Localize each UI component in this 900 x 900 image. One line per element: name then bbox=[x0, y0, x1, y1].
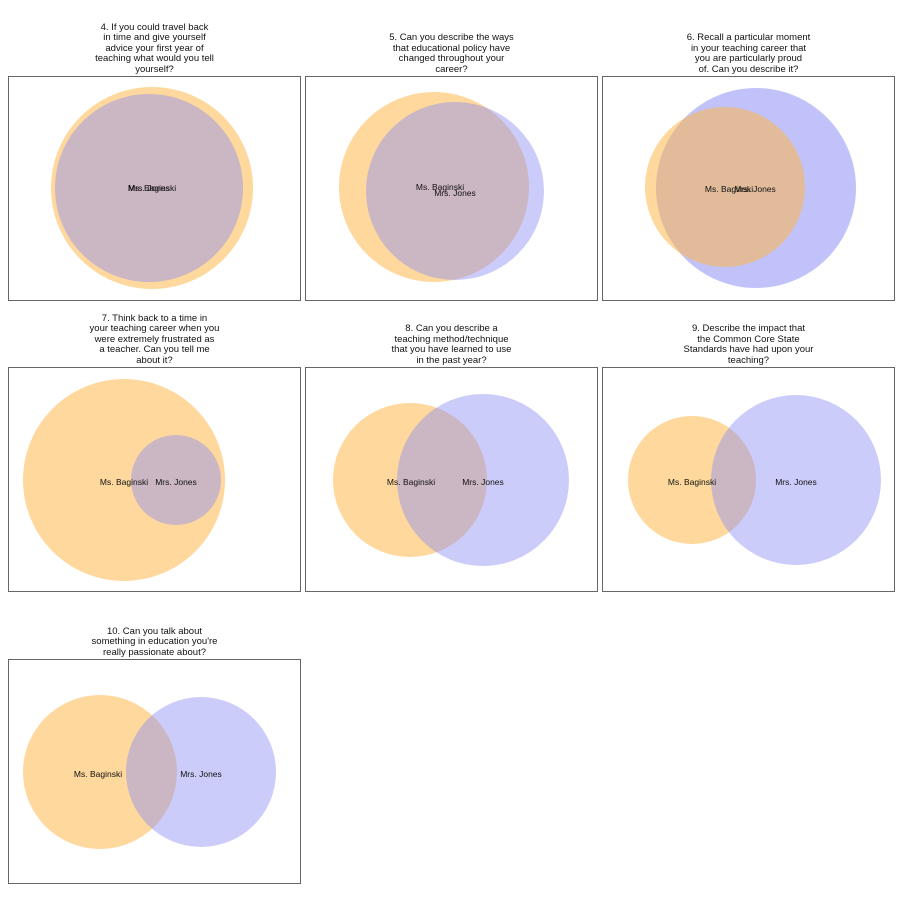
venn-label-b: Mrs. Jones bbox=[155, 477, 197, 487]
venn-plot-box: Ms. Baginski Mrs. Jones bbox=[8, 659, 301, 884]
venn-circle-a bbox=[51, 87, 253, 289]
venn-plot-box: Ms. Baginski Mrs. Jones bbox=[602, 76, 895, 301]
venn-label-a: Ms. Baginski bbox=[74, 769, 122, 779]
venn-circle-b bbox=[131, 435, 221, 525]
venn-circle-b bbox=[397, 394, 569, 566]
panel-title: 4. If you could travel back in time and … bbox=[95, 21, 214, 75]
venn-plot-box: Ms. Baginski Mrs. Jones bbox=[305, 76, 598, 301]
venn-circle-b bbox=[711, 395, 881, 565]
venn-circle-b bbox=[126, 697, 276, 847]
panel-title: 5. Can you describe the ways that educat… bbox=[389, 32, 514, 75]
venn-circle-a bbox=[333, 403, 487, 557]
venn-label-a: Ms. Baginski bbox=[387, 477, 435, 487]
venn-label-b: Mrs. Jones bbox=[734, 184, 776, 194]
venn-circle-b bbox=[55, 94, 243, 282]
venn-circle-a bbox=[23, 695, 177, 849]
venn-plot-box: Ms. Baginski Mrs. Jones bbox=[8, 367, 301, 592]
venn-label-a: Ms. Baginski bbox=[100, 477, 148, 487]
venn-label-b: Mrs. Jones bbox=[434, 188, 476, 198]
venn-plot-box: Ms. Baginski Mrs. Jones bbox=[602, 367, 895, 592]
venn-circle-a bbox=[645, 107, 805, 267]
venn-circle-b bbox=[366, 102, 544, 280]
venn-plot-box: Ms. Baginski Mrs. Jones bbox=[305, 367, 598, 592]
venn-circle-a bbox=[628, 416, 756, 544]
panel-title: 7. Think back to a time in your teaching… bbox=[89, 312, 220, 366]
venn-label-a: Ms. Baginski bbox=[128, 183, 176, 193]
panel-title: 6. Recall a particular moment in your te… bbox=[686, 32, 811, 75]
venn-label-b: Mrs. Jones bbox=[462, 477, 504, 487]
venn-label-a: Ms. Baginski bbox=[705, 184, 753, 194]
panel-title: 9. Describe the impact that the Common C… bbox=[683, 323, 814, 366]
venn-label-b: Mrs. Jones bbox=[775, 477, 817, 487]
panel-title: 8. Can you describe a teaching method/te… bbox=[391, 323, 512, 366]
panel-title: 10. Can you talk about something in educ… bbox=[91, 625, 218, 658]
venn-label-a: Ms. Baginski bbox=[668, 477, 716, 487]
venn-label-a: Ms. Baginski bbox=[416, 182, 464, 192]
venn-circle-a bbox=[23, 379, 225, 581]
venn-label-b: Mrs. Jones bbox=[128, 183, 170, 193]
venn-plot-box: Ms. Baginski Mrs. Jones bbox=[8, 76, 301, 301]
venn-circle-a bbox=[339, 92, 529, 282]
venn-label-b: Mrs. Jones bbox=[180, 769, 222, 779]
